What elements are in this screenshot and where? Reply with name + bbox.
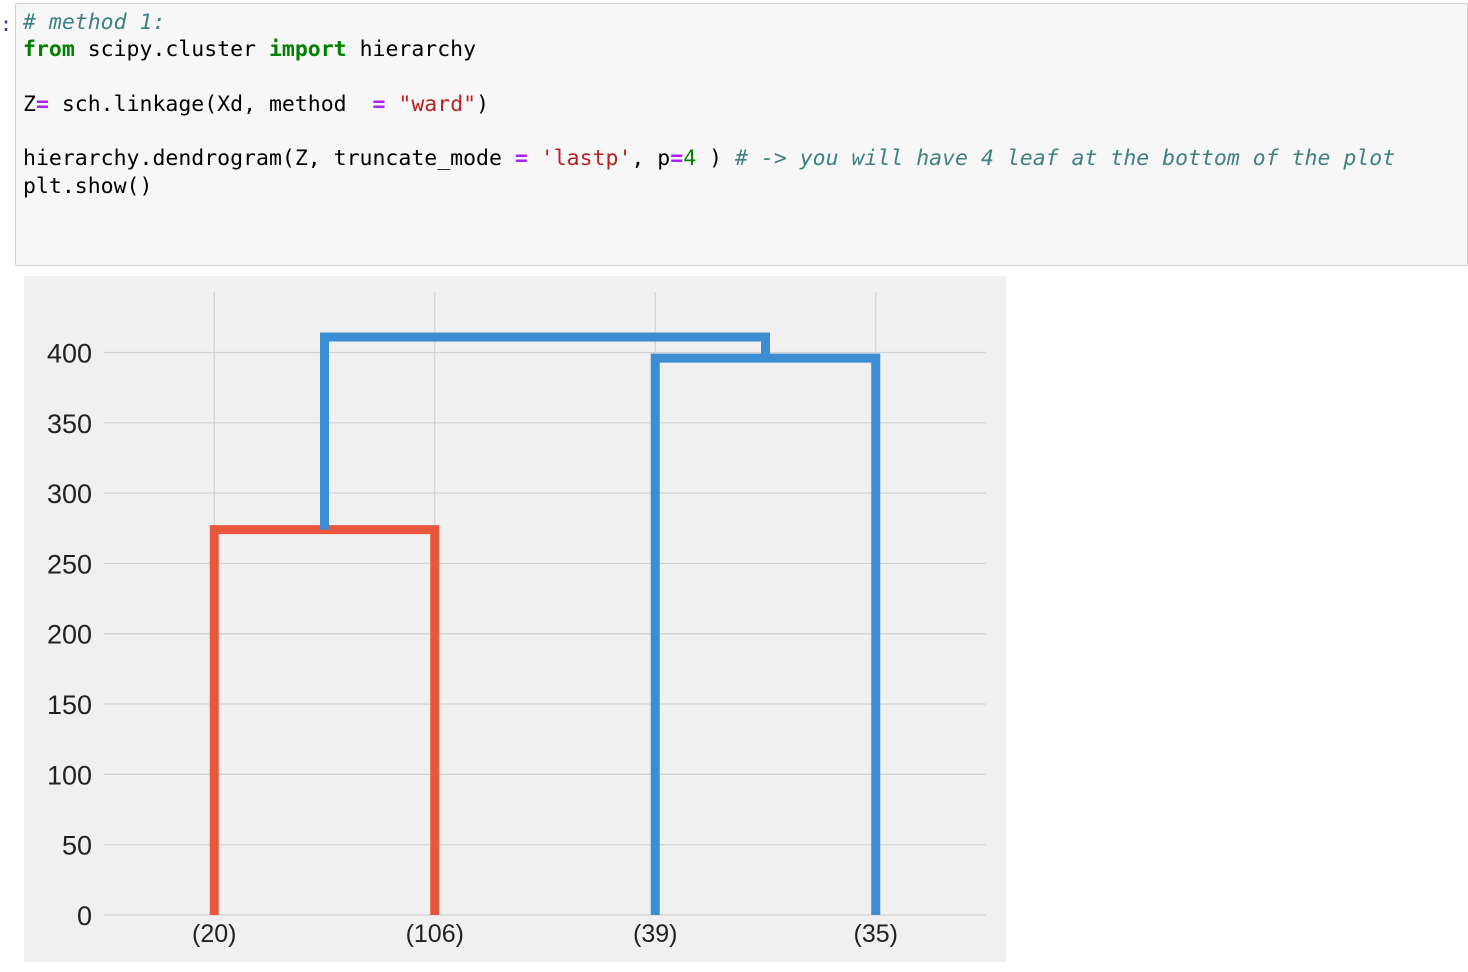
- leaf-label: (35): [854, 920, 898, 948]
- code-token-plain: hierarchy.dendrogram(Z, truncate_mode: [23, 146, 515, 172]
- code-token-plain: [528, 146, 541, 171]
- code-line: [23, 118, 1395, 145]
- y-tick-label: 50: [62, 831, 92, 861]
- code-line: hierarchy.dendrogram(Z, truncate_mode = …: [23, 145, 1395, 172]
- cell-prompt-edge: :: [0, 12, 13, 36]
- y-tick-label: 0: [77, 901, 92, 931]
- y-tick-label: 400: [47, 338, 92, 368]
- y-tick-label: 350: [47, 409, 92, 439]
- code-token-op: =: [670, 146, 684, 172]
- code-token-string: 'lastp': [540, 146, 632, 172]
- y-tick-label: 300: [47, 479, 92, 509]
- code-line: from scipy.cluster import hierarchy: [23, 36, 1395, 63]
- code-token-plain: , p: [631, 146, 671, 172]
- y-tick-label: 100: [47, 760, 92, 790]
- code-token-op: =: [372, 91, 386, 117]
- dendrogram-chart: 0 50 100 150 200 250 300 350 400 (20) (106) (39) (35…: [24, 276, 1006, 962]
- leaf-label: (39): [633, 920, 677, 948]
- code-token-plain: sch.linkage(Xd, method: [48, 91, 373, 117]
- code-token-plain: Z: [23, 91, 36, 117]
- code-token-keyword: import: [268, 37, 347, 63]
- code-token-comment: # -> you will have 4 leaf at the bottom …: [735, 146, 1396, 172]
- code-token-plain: ): [696, 146, 735, 172]
- code-line: # method 1:: [23, 9, 1395, 36]
- link-leaf39-leaf35: [650, 353, 881, 915]
- code-token-plain: hierarchy: [346, 37, 477, 63]
- cell-output: 0 50 100 150 200 250 300 350 400 (20) (106) (39) (35…: [24, 276, 1006, 962]
- code-line: Z= sch.linkage(Xd, method = "ward"): [23, 91, 1395, 118]
- code-editor[interactable]: # method 1: from scipy.cluster import hie…: [23, 9, 1395, 200]
- leaf-label: (106): [406, 920, 464, 948]
- code-token-number: 4: [683, 146, 697, 172]
- code-token-plain: [385, 92, 398, 117]
- chart-background: [24, 276, 1006, 962]
- code-token-plain: ): [476, 91, 490, 117]
- code-line: plt.show(): [23, 173, 1395, 200]
- code-token-op: =: [35, 91, 49, 117]
- code-token-comment: # method 1:: [23, 10, 166, 35]
- code-token-op: =: [514, 146, 528, 172]
- y-tick-label: 200: [47, 620, 92, 650]
- y-tick-label: 250: [47, 549, 92, 579]
- link-root: [320, 332, 770, 530]
- code-line: [23, 64, 1395, 91]
- leaf-label: (20): [192, 920, 236, 948]
- code-token-plain: scipy.cluster: [74, 37, 269, 63]
- code-token-plain: plt.show(): [23, 173, 153, 199]
- y-tick-label: 150: [47, 690, 92, 720]
- code-cell[interactable]: # method 1: from scipy.cluster import hie…: [15, 3, 1468, 266]
- code-token-string: "ward": [398, 91, 477, 117]
- code-token-keyword: from: [23, 37, 75, 63]
